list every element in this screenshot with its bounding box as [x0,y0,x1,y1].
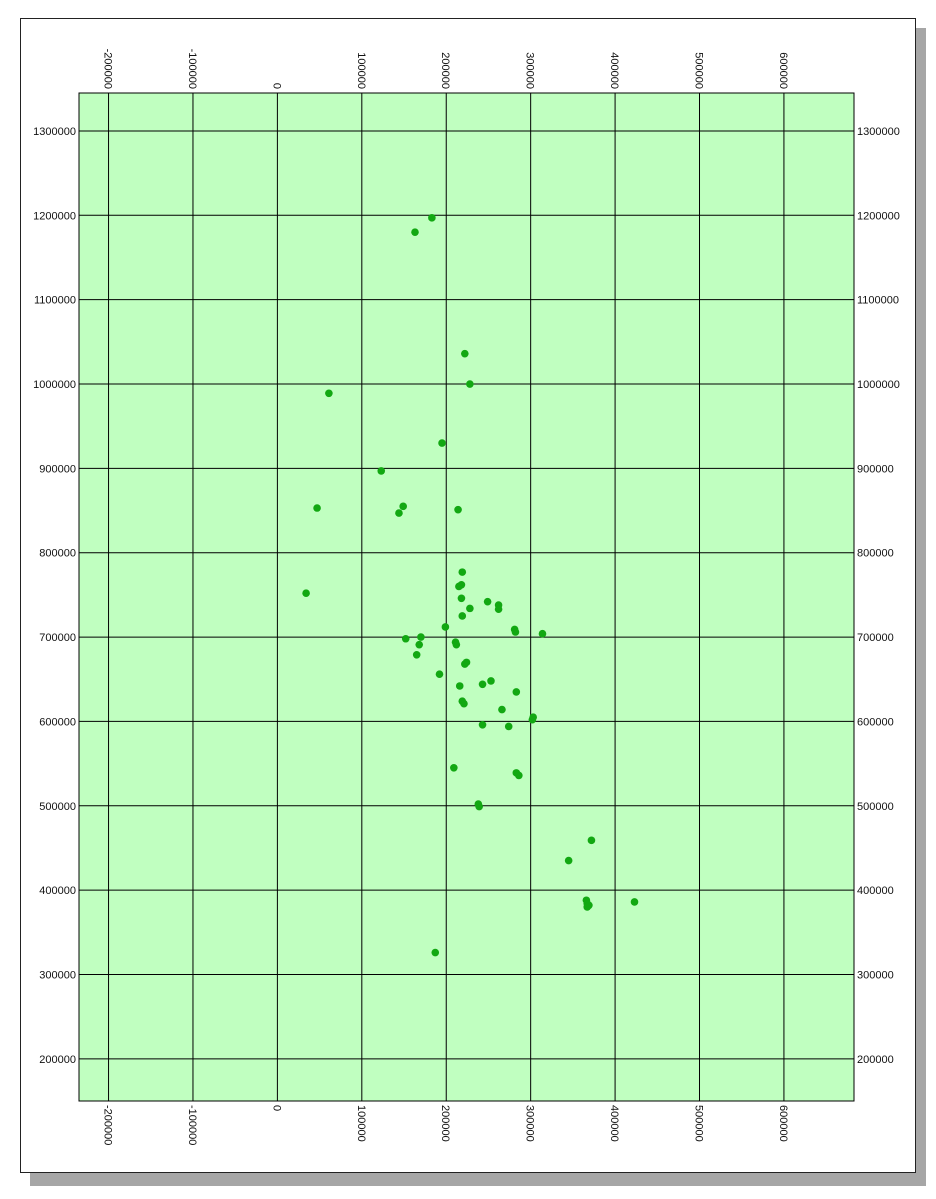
y-tick-label-left: 1000000 [33,379,76,391]
grid-lines [79,93,854,1101]
y-tick-label-left: 1100000 [34,295,76,307]
data-point [450,764,458,772]
data-point [412,650,421,659]
data-point [512,688,521,696]
y-tick-label-left: 300000 [39,969,76,981]
data-point [417,633,425,641]
x-tick-label-top: 500000 [693,52,705,89]
data-point [454,505,462,514]
x-tick-label-top: 200000 [439,52,451,89]
data-point [511,628,520,636]
x-tick-label-top: 0 [270,83,282,89]
data-point [458,612,467,620]
data-point [457,594,466,603]
data-point [564,856,573,865]
x-tick-label-bottom: 500000 [693,1105,705,1142]
x-tick-label-bottom: 0 [270,1105,282,1111]
data-point [411,228,419,236]
x-tick-label-bottom: -200000 [102,1105,114,1145]
y-tick-label-left: 400000 [39,885,76,897]
x-tick-label-top: 100000 [355,52,367,89]
y-tick-label-left: 800000 [39,548,76,560]
x-tick-label-top: 400000 [608,52,620,89]
y-tick-label-right: 500000 [857,801,894,813]
tick-labels: -200000 -200000 -100000 -100000 0 0 100000 1000… [33,49,900,1146]
y-tick-label-right: 1200000 [857,210,900,222]
y-tick-label-right: 600000 [857,716,894,728]
data-point [498,705,506,714]
x-tick-label-bottom: 200000 [439,1105,451,1142]
data-point [460,699,468,708]
y-tick-label-right: 1000000 [857,379,900,391]
data-point [458,568,467,576]
data-point [504,722,513,731]
data-point [466,604,474,613]
data-point [478,720,487,729]
data-point [435,670,444,678]
data-point [431,948,440,957]
data-point [325,389,333,398]
data-point [475,802,483,811]
data-point [538,629,547,638]
data-point [515,771,523,780]
y-tick-label-left: 200000 [39,1054,76,1066]
data-point [401,634,410,643]
data-points [302,214,639,957]
y-tick-label-left: 1200000 [33,210,76,222]
data-point [494,605,503,614]
data-point [587,836,596,845]
y-tick-label-right: 400000 [857,885,894,897]
x-tick-label-top: 300000 [524,52,536,89]
data-point [630,898,639,906]
y-tick-label-left: 600000 [39,716,76,728]
y-tick-label-right: 700000 [857,632,894,644]
data-point [428,214,436,222]
y-tick-label-right: 900000 [857,463,894,475]
x-tick-label-bottom: 400000 [608,1105,620,1142]
data-point [528,715,537,724]
data-point [313,504,321,512]
data-point [438,439,446,447]
y-tick-label-right: 300000 [857,969,894,981]
data-point [399,502,407,511]
x-tick-label-top: -100000 [186,49,198,89]
y-tick-label-left: 1300000 [33,126,76,138]
x-tick-label-top: -200000 [102,49,114,89]
y-tick-label-right: 800000 [857,548,894,560]
x-tick-label-bottom: 300000 [524,1105,536,1142]
x-tick-label-top: 600000 [777,52,789,89]
x-tick-label-bottom: -100000 [186,1105,198,1145]
data-point [466,380,474,388]
y-tick-label-right: 200000 [857,1054,894,1066]
data-point [478,680,487,689]
data-point [302,589,310,598]
y-tick-label-left: 900000 [39,463,76,475]
y-tick-label-left: 700000 [39,632,76,644]
plot-area [78,92,855,1102]
data-point [415,640,424,649]
data-point [452,640,461,649]
y-tick-label-left: 500000 [39,801,76,813]
data-point [461,660,469,668]
data-point [455,582,463,591]
data-point [487,677,495,685]
y-tick-label-right: 1300000 [857,126,900,138]
data-point [377,467,386,475]
x-tick-label-bottom: 600000 [777,1105,789,1142]
y-tick-label-right: 1100000 [857,295,899,307]
data-point [441,623,450,631]
data-point [583,903,592,911]
data-point [483,597,492,606]
x-tick-label-bottom: 100000 [355,1105,367,1142]
data-point [455,682,464,690]
data-point [395,509,403,517]
data-point [461,349,469,358]
